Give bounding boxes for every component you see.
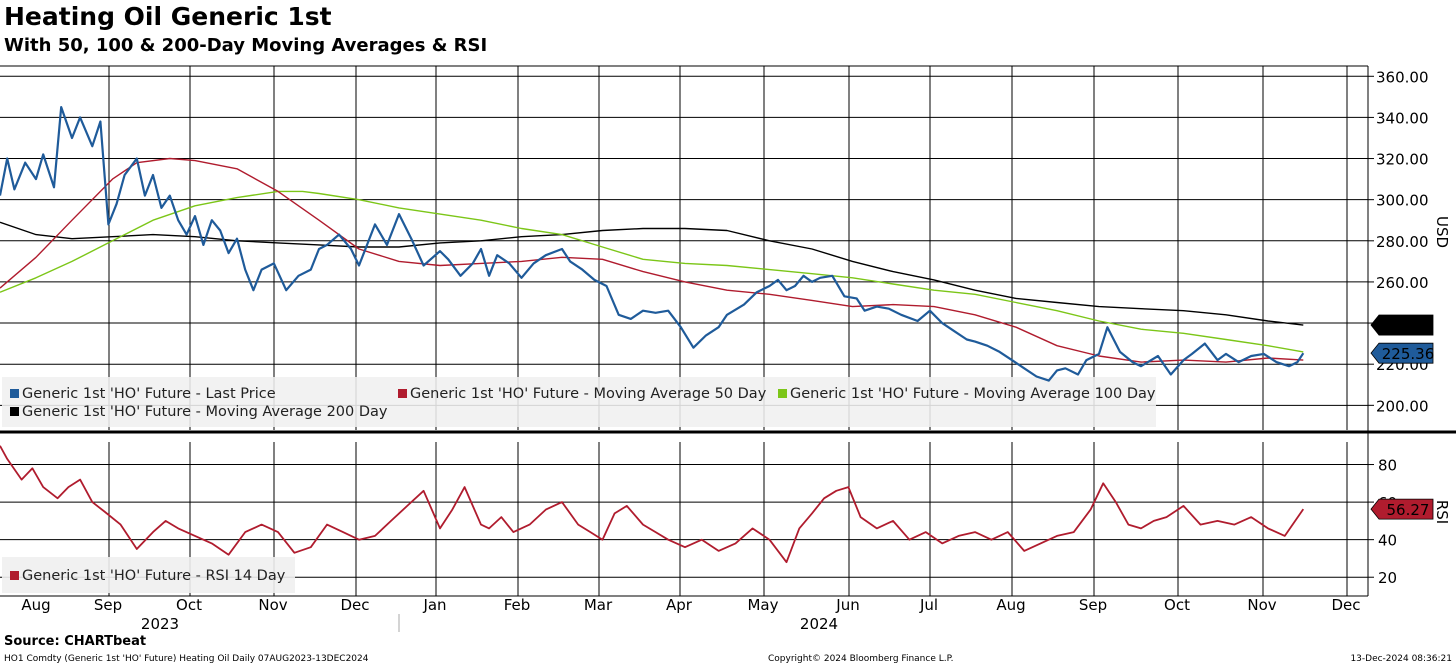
copyright-text: Copyright© 2024 Bloomberg Finance L.P. — [768, 654, 954, 664]
x-tick-label: Feb — [504, 596, 531, 614]
price-legend-bg — [2, 377, 1156, 427]
series-line-ma50 — [0, 157, 1304, 363]
chart-subtitle: With 50, 100 & 200-Day Moving Averages &… — [4, 35, 488, 56]
x-tick-label: Sep — [1079, 596, 1107, 614]
legend-swatch-price — [10, 389, 19, 398]
x-tick-label: Mar — [584, 596, 613, 614]
x-tick-label: Oct — [176, 596, 202, 614]
rsi-axis-title: RSI — [1433, 500, 1451, 524]
price-ytick-label: 260.00 — [1376, 274, 1429, 292]
price-axis-title: USD — [1433, 216, 1451, 248]
legend-swatch-ma50 — [398, 389, 407, 398]
x-tick-label: Oct — [1164, 596, 1190, 614]
legend-label-ma50: Generic 1st 'HO' Future - Moving Average… — [410, 386, 767, 402]
price-ytick-label: 280.00 — [1376, 233, 1429, 251]
year-label-1: 2024 — [800, 615, 838, 633]
price-ytick-label: 320.00 — [1376, 151, 1429, 169]
x-tick-label: Apr — [666, 596, 693, 614]
legend-label-ma200: Generic 1st 'HO' Future - Moving Average… — [22, 404, 388, 420]
legend-swatch-ma100 — [778, 389, 787, 398]
timestamp-text: 13-Dec-2024 08:36:21 — [1350, 654, 1452, 664]
x-tick-label: Nov — [258, 596, 287, 614]
x-tick-label: Nov — [1247, 596, 1276, 614]
x-tick-label: Jun — [835, 596, 859, 614]
series-line-ma100 — [0, 190, 1304, 353]
last-value-tag-price-text: 225.36 — [1382, 345, 1435, 363]
last-value-tag-rsi-text: 56.27 — [1387, 501, 1430, 519]
series-line-rsi — [0, 445, 1305, 564]
x-tick-label: Sep — [94, 596, 122, 614]
last-value-tag-ma200-text: 239.03 — [1382, 317, 1435, 335]
x-tick-label: Aug — [21, 596, 50, 614]
price-ytick-label: 340.00 — [1376, 109, 1429, 127]
price-ytick-label: 200.00 — [1376, 397, 1429, 415]
series-line-price — [0, 106, 1305, 382]
price-ytick-label: 360.00 — [1376, 68, 1429, 86]
last-value-tag-price-bg — [1370, 342, 1434, 364]
x-tick-label: Jul — [919, 596, 938, 614]
x-tick-label: Jan — [422, 596, 446, 614]
rsi-legend-bg — [2, 557, 295, 593]
ticker-info: HO1 Comdty (Generic 1st 'HO' Future) Hea… — [4, 654, 369, 664]
x-tick-label: Dec — [1331, 596, 1360, 614]
price-ytick-label: 300.00 — [1376, 192, 1429, 210]
x-tick-label: Aug — [996, 596, 1025, 614]
x-tick-label: Dec — [340, 596, 369, 614]
rsi-ytick-label: 40 — [1378, 532, 1397, 550]
legend-swatch-ma200 — [10, 407, 19, 416]
legend-swatch-rsi — [10, 571, 19, 580]
legend-label-ma100: Generic 1st 'HO' Future - Moving Average… — [790, 386, 1156, 402]
legend-label-price: Generic 1st 'HO' Future - Last Price — [22, 386, 276, 402]
source-label: Source: CHARTbeat — [4, 634, 147, 649]
rsi-ytick-label: 80 — [1378, 457, 1397, 475]
rsi-ytick-label: 20 — [1378, 569, 1397, 587]
chart-title: Heating Oil Generic 1st — [4, 2, 332, 31]
x-tick-label: May — [747, 596, 778, 614]
year-label-0: 2023 — [141, 615, 179, 633]
last-value-tag-rsi-bg — [1370, 498, 1434, 520]
series-line-ma200 — [0, 221, 1304, 326]
legend-label-rsi: Generic 1st 'HO' Future - RSI 14 Day — [22, 568, 286, 584]
last-value-tag-ma200-bg — [1370, 314, 1434, 336]
